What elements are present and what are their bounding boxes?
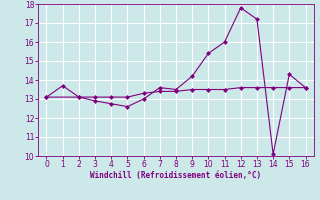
X-axis label: Windchill (Refroidissement éolien,°C): Windchill (Refroidissement éolien,°C) (91, 171, 261, 180)
